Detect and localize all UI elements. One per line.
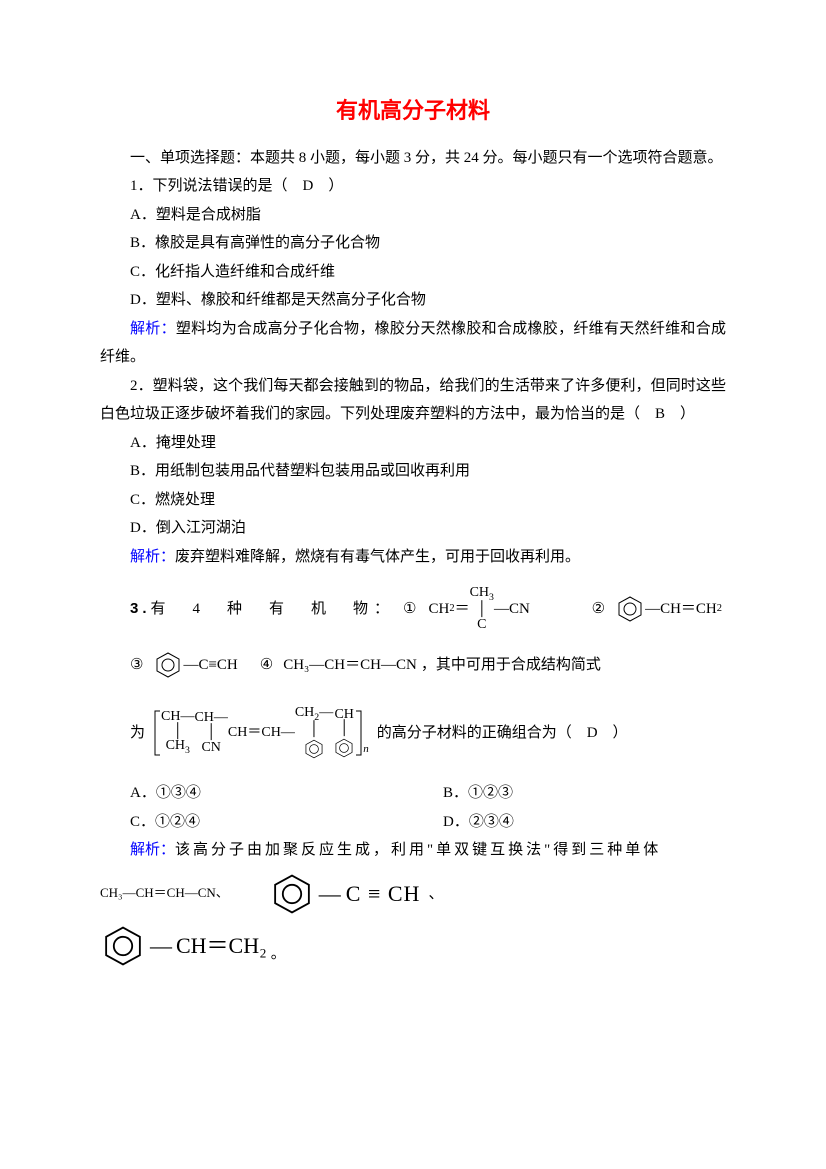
q1-option-c: C．化纤指人造纤维和合成纤维 bbox=[100, 258, 726, 287]
bracket-left-icon bbox=[153, 709, 161, 757]
separator: 、 bbox=[428, 880, 443, 909]
compound-3: —C≡CH bbox=[153, 650, 237, 680]
q1-option-b: B．橡胶是具有高弹性的高分子化合物 bbox=[100, 229, 726, 258]
q3-circ1: ① bbox=[403, 595, 416, 624]
polymer-structure: CH—│CH3 CH—│CN CH＝CH— CH2—│ CH│ bbox=[153, 706, 369, 760]
monomer-3: — CH＝CH₂ bbox=[100, 923, 267, 969]
benzene-icon bbox=[153, 650, 183, 680]
q3-analysis-text: 该高分子由加聚反应生成，利用"单双键互换法"得到三种单体 bbox=[175, 842, 661, 858]
q3-monomer-row1: CH₃—CH＝CH—CN、 — C ≡ CH 、 bbox=[100, 871, 726, 917]
section-header: 一、单项选择题：本题共 8 小题，每小题 3 分，共 24 分。每小题只有一个选… bbox=[100, 144, 726, 173]
bracket-right-icon bbox=[355, 709, 363, 757]
q1-option-d: D．塑料、橡胶和纤维都是天然高分子化合物 bbox=[100, 286, 726, 315]
monomer-2-formula: C ≡ CH bbox=[346, 873, 421, 915]
q3-tail1: ，其中可用于合成结构简式 bbox=[421, 651, 601, 680]
q3-monomer-row2: — CH＝CH₂ 。 bbox=[100, 917, 726, 969]
q3-tail2-suffix: 的高分子材料的正确组合为（ D ） bbox=[377, 719, 628, 748]
q1-analysis: 解析：塑料均为合成高分子化合物，橡胶分天然橡胶和合成橡胶，纤维有天然纤维和合成纤… bbox=[100, 315, 726, 372]
monomer-3-formula: CH＝CH₂ bbox=[176, 925, 267, 967]
q3-option-b: B．①②③ bbox=[413, 779, 726, 808]
q3-line1: 3. 有 4 种 有 机 物： ① CH2＝ CH3 │ C —CN ② —CH… bbox=[100, 581, 726, 637]
q2-option-c: C．燃烧处理 bbox=[100, 486, 726, 515]
q3-line2: ③ —C≡CH ④ CH₃—CH＝CH—CN ，其中可用于合成结构简式 bbox=[100, 637, 726, 693]
page-title: 有机高分子材料 bbox=[100, 90, 726, 132]
q3-analysis: 解析：该高分子由加聚反应生成，利用"单双键互换法"得到三种单体 bbox=[100, 836, 726, 865]
compound-2: —CH＝CH2 bbox=[615, 594, 722, 624]
q3-block: 3. 有 4 种 有 机 物： ① CH2＝ CH3 │ C —CN ② —CH… bbox=[100, 581, 726, 969]
benzene-icon bbox=[333, 737, 355, 759]
benzene-icon bbox=[615, 594, 645, 624]
period: 。 bbox=[271, 940, 286, 969]
q2-analysis: 解析：废弃塑料难降解，燃烧有有毒气体产生，可用于回收再利用。 bbox=[100, 543, 726, 572]
q3-options-row1: A．①③④ B．①②③ bbox=[100, 779, 726, 808]
q2-option-b: B．用纸制包装用品代替塑料包装用品或回收再利用 bbox=[100, 457, 726, 486]
q2-option-a: A．掩埋处理 bbox=[100, 429, 726, 458]
q3-option-c: C．①②④ bbox=[100, 808, 413, 837]
q3-circ2: ② bbox=[592, 595, 605, 624]
q2-stem: 2．塑料袋，这个我们每天都会接触到的物品，给我们的生活带来了许多便利，但同时这些… bbox=[100, 372, 726, 429]
q3-options-row2: C．①②④ D．②③④ bbox=[100, 808, 726, 837]
q1-stem: 1．下列说法错误的是（ D ） bbox=[100, 172, 726, 201]
q3-option-a: A．①③④ bbox=[100, 779, 413, 808]
q3-circ3: ③ bbox=[130, 651, 143, 680]
monomer-2: — C ≡ CH bbox=[269, 871, 421, 917]
analysis-label: 解析： bbox=[130, 842, 175, 858]
q2-option-d: D．倒入江河湖泊 bbox=[100, 514, 726, 543]
benzene-icon bbox=[303, 738, 325, 760]
monomer-1: CH₃—CH＝CH—CN、 bbox=[100, 881, 229, 906]
q1-option-a: A．塑料是合成树脂 bbox=[100, 201, 726, 230]
compound-4: CH₃—CH＝CH—CN bbox=[283, 651, 417, 680]
q3-option-d: D．②③④ bbox=[413, 808, 726, 837]
compound-1: CH2＝ CH3 │ C —CN bbox=[428, 586, 529, 632]
q1-analysis-text: 塑料均为合成高分子化合物，橡胶分天然橡胶和合成橡胶，纤维有天然纤维和合成纤维。 bbox=[100, 321, 726, 366]
q3-line3: 为 CH—│CH3 CH—│CN CH＝CH— CH2—│ CH│ bbox=[100, 693, 726, 773]
q3-stem-prefix: 有 4 种 有 机 物： bbox=[151, 595, 396, 624]
q3-tail2-prefix: 为 bbox=[130, 719, 145, 748]
q3-circ4: ④ bbox=[260, 651, 273, 680]
q2-analysis-text: 废弃塑料难降解，燃烧有有毒气体产生，可用于回收再利用。 bbox=[175, 549, 580, 565]
analysis-label: 解析： bbox=[130, 321, 176, 337]
benzene-icon bbox=[100, 923, 146, 969]
analysis-label: 解析： bbox=[130, 549, 175, 565]
q3-number: 3. bbox=[130, 595, 151, 624]
benzene-icon bbox=[269, 871, 315, 917]
